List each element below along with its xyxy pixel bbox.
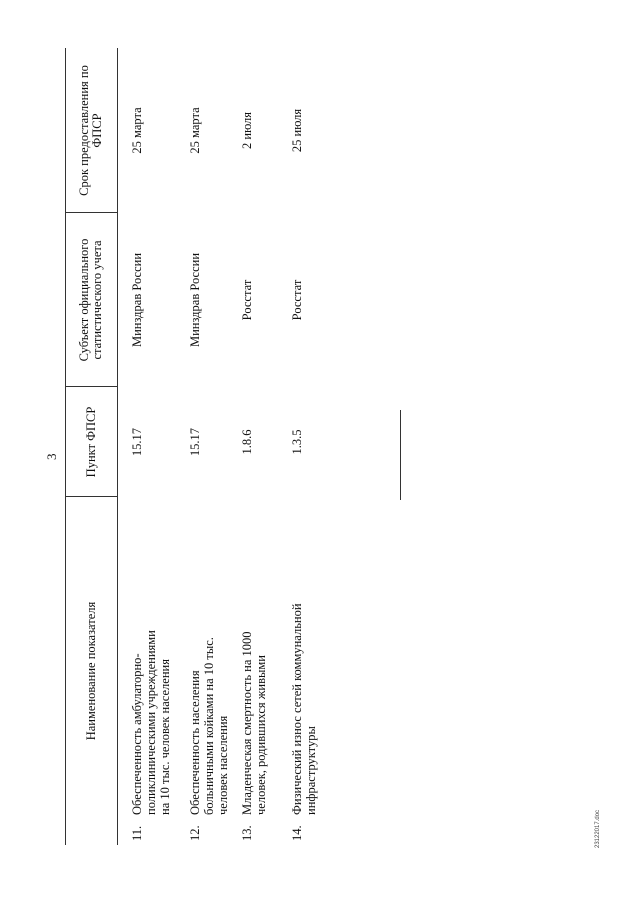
- page-number: 3: [44, 453, 59, 461]
- header-indicator-name: Наименование показателя: [83, 601, 98, 741]
- end-separator-line: [400, 410, 401, 500]
- header-bottom-border: [117, 48, 118, 845]
- subject: Росстат: [240, 279, 254, 321]
- row-number: 13.: [240, 825, 254, 841]
- indicator-name: Младенческая смертность на 1000 человек,…: [240, 631, 268, 815]
- subject: Росстат: [290, 279, 304, 321]
- subject: Минздрав России: [188, 252, 202, 348]
- row-number: 14.: [290, 825, 304, 841]
- fpsr-point: 15.17: [188, 427, 202, 457]
- header-fpsr-point: Пункт ФПСР: [83, 406, 98, 478]
- row-number: 12.: [188, 825, 202, 841]
- indicator-name: Обеспеченность амбулаторно-поликлиническ…: [130, 630, 172, 815]
- fpsr-point: 1.3.5: [290, 429, 304, 455]
- deadline: 25 марта: [188, 107, 202, 154]
- deadline: 25 марта: [130, 107, 144, 154]
- header-subject: Субъект официального статистического уче…: [77, 238, 104, 362]
- fpsr-point: 1.8.6: [240, 429, 254, 455]
- row-number: 11.: [130, 825, 144, 841]
- deadline: 25 июля: [290, 108, 304, 153]
- header-deadline: Срок предоставления по ФПСР: [77, 65, 104, 196]
- footer-filename: 23122017.doc: [595, 809, 601, 848]
- deadline: 2 июля: [240, 111, 254, 150]
- indicator-name: Физический износ сетей коммунальной инфр…: [290, 603, 318, 815]
- fpsr-point: 15.17: [130, 427, 144, 457]
- subject: Минздрав России: [130, 252, 144, 348]
- indicator-name: Обеспеченность населения больничными кой…: [188, 637, 230, 815]
